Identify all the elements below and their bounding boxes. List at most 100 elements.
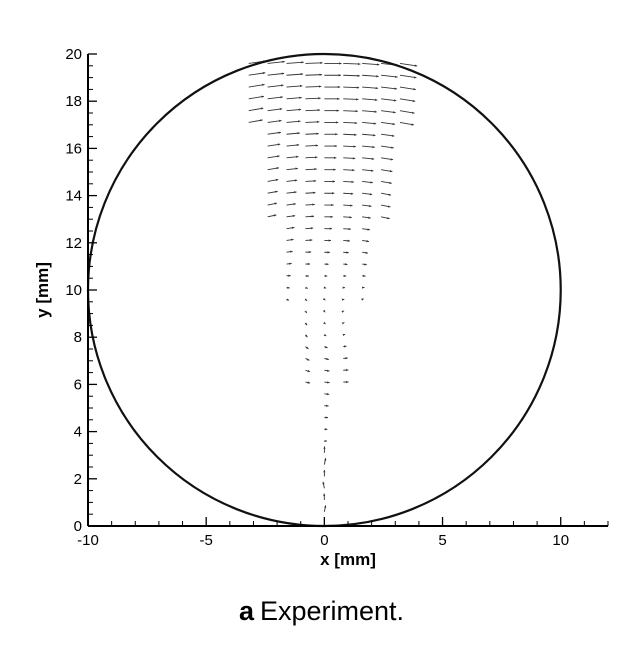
- velocity-vector-head: [279, 107, 283, 111]
- velocity-vector-head: [313, 179, 317, 183]
- velocity-vector-head: [333, 156, 337, 159]
- velocity-vector-head: [349, 216, 352, 219]
- velocity-vector-head: [346, 380, 349, 384]
- velocity-vector-head: [277, 155, 280, 158]
- velocity-vector-head: [375, 86, 379, 90]
- velocity-vector-head: [306, 274, 309, 278]
- velocity-vector-head: [291, 226, 295, 229]
- velocity-vector-head: [346, 251, 349, 254]
- y-tick-label: 20: [65, 46, 82, 63]
- velocity-vector-head: [347, 239, 350, 242]
- velocity-vector-head: [289, 262, 292, 265]
- velocity-vector: [399, 86, 416, 90]
- velocity-vector-head: [341, 322, 345, 325]
- velocity-vector-head: [368, 216, 371, 219]
- velocity-vector: [381, 86, 398, 90]
- velocity-vector-head: [361, 298, 364, 301]
- velocity-vector: [267, 84, 284, 88]
- velocity-vector-head: [299, 96, 302, 99]
- velocity-vector-head: [414, 64, 418, 67]
- velocity-vector: [362, 86, 379, 89]
- velocity-vector: [305, 74, 322, 76]
- velocity-vector-head: [358, 62, 361, 66]
- velocity-vector-head: [356, 86, 360, 89]
- velocity-vector-head: [353, 145, 356, 148]
- velocity-vector: [286, 108, 302, 112]
- y-tick-label: 10: [65, 282, 82, 299]
- drop-boundary-circle: [86, 52, 562, 528]
- velocity-vector-head: [323, 446, 326, 449]
- velocity-vector-head: [296, 143, 300, 147]
- velocity-vector-head: [376, 75, 379, 78]
- velocity-vector-head: [330, 215, 333, 218]
- velocity-vector-head: [274, 202, 277, 205]
- velocity-vector-head: [323, 469, 326, 473]
- velocity-vector-head: [307, 262, 311, 266]
- velocity-vector-head: [312, 203, 315, 206]
- velocity-vector-head: [318, 85, 322, 88]
- velocity-vector-head: [277, 143, 281, 146]
- velocity-vector-head: [275, 178, 279, 182]
- velocity-vector-head: [329, 227, 333, 230]
- velocity-vector-head: [316, 120, 320, 124]
- velocity-vector: [381, 110, 396, 113]
- x-tick-label: 5: [438, 532, 446, 549]
- velocity-vector-head: [281, 84, 284, 87]
- velocity-vector-head: [294, 179, 298, 182]
- velocity-vector-head: [295, 167, 298, 170]
- velocity-vector-head: [292, 214, 296, 218]
- velocity-vector-head: [413, 88, 416, 91]
- velocity-vector-head: [389, 170, 393, 173]
- velocity-vector-head: [335, 133, 338, 136]
- velocity-vector-head: [370, 181, 373, 184]
- velocity-vector-head: [286, 298, 290, 301]
- velocity-vector-head: [309, 239, 313, 242]
- velocity-vector-head: [324, 439, 327, 443]
- velocity-vector: [343, 74, 360, 77]
- velocity-vector-head: [373, 134, 376, 137]
- velocity-vector-head: [328, 239, 332, 242]
- velocity-vector-head: [394, 87, 397, 90]
- velocity-vector-head: [282, 60, 285, 63]
- velocity-vector: [305, 62, 323, 64]
- velocity-vector-head: [305, 334, 308, 338]
- velocity-vector: [362, 74, 379, 77]
- velocity-vector: [343, 62, 361, 65]
- velocity-vector-head: [414, 76, 417, 79]
- velocity-vector-head: [324, 505, 327, 508]
- velocity-vector-head: [368, 204, 372, 208]
- velocity-vector-head: [326, 357, 329, 361]
- velocity-vector: [305, 109, 321, 112]
- y-tick-label: 0: [74, 518, 82, 535]
- velocity-vector-head: [366, 240, 369, 243]
- velocity-vector-head: [305, 286, 308, 289]
- velocity-vector-head: [337, 97, 340, 100]
- velocity-vector: [362, 98, 378, 101]
- velocity-vector-head: [345, 357, 348, 360]
- velocity-vector-head: [304, 322, 307, 326]
- velocity-vector: [248, 95, 265, 100]
- y-axis-title: y [mm]: [33, 262, 52, 318]
- velocity-vector-head: [376, 63, 380, 66]
- y-tick-label: 4: [74, 424, 82, 441]
- y-tick-label: 16: [65, 140, 82, 157]
- velocity-vector: [362, 62, 380, 66]
- velocity-vector-head: [299, 84, 303, 88]
- velocity-vector: [343, 86, 360, 89]
- velocity-vector-head: [348, 227, 351, 231]
- y-tick-label: 2: [74, 471, 82, 488]
- velocity-vector-head: [304, 310, 307, 314]
- velocity-vector-head: [395, 75, 398, 78]
- velocity-vector: [305, 97, 321, 100]
- y-tick-label: 12: [65, 235, 82, 252]
- velocity-vector: [286, 73, 304, 76]
- velocity-vector-head: [352, 169, 355, 172]
- velocity-vector-head: [317, 108, 321, 112]
- velocity-vector-head: [411, 123, 414, 126]
- velocity-vector-head: [412, 111, 415, 114]
- velocity-vector-head: [391, 134, 395, 137]
- velocity-vector-head: [367, 228, 370, 231]
- velocity-vector-head: [345, 263, 348, 266]
- velocity-vector-head: [350, 192, 354, 195]
